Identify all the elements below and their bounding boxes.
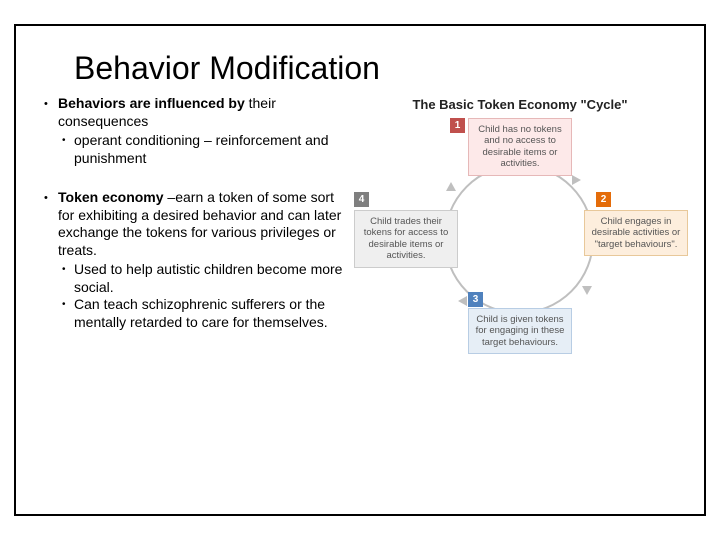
slide-frame: Behavior Modification • Behaviors are in… [14, 24, 706, 516]
cycle-node-number: 4 [354, 192, 369, 207]
bullet-2-lead: Token economy [58, 189, 164, 205]
bullet-1: • Behaviors are influenced by their cons… [44, 95, 354, 130]
bullet-2-text: Token economy –earn a token of some sort… [58, 189, 354, 259]
bullet-2: • Token economy –earn a token of some so… [44, 189, 354, 259]
cycle-node: Child engages in desirable activities or… [584, 210, 688, 256]
cycle-arrowhead [572, 175, 581, 185]
bullet-2-sub-2: • Can teach schizophrenic sufferers or t… [62, 296, 354, 331]
cycle-diagram: Child has no tokens and no access to des… [360, 118, 680, 378]
cycle-node: Child trades their tokens for access to … [354, 210, 458, 268]
bullet-2-sub-1-text: Used to help autistic children become mo… [74, 261, 354, 296]
bullet-1-sub-1: • operant conditioning – reinforcement a… [62, 132, 354, 167]
cycle-node-number: 2 [596, 192, 611, 207]
cycle-arrowhead [446, 182, 456, 191]
bullet-2-sub-2-text: Can teach schizophrenic sufferers or the… [74, 296, 354, 331]
bullet-1-text: Behaviors are influenced by their conseq… [58, 95, 354, 130]
cycle-arrowhead [582, 286, 592, 295]
bullet-1-sub-1-text: operant conditioning – reinforcement and… [74, 132, 354, 167]
bullet-dot: • [62, 132, 74, 167]
bullet-1-lead: Behaviors are influenced by [58, 95, 245, 111]
slide-title: Behavior Modification [74, 50, 676, 87]
text-column: • Behaviors are influenced by their cons… [44, 95, 354, 378]
bullet-2-sub-1: • Used to help autistic children become … [62, 261, 354, 296]
content-row: • Behaviors are influenced by their cons… [44, 95, 676, 378]
cycle-node-number: 3 [468, 292, 483, 307]
diagram-column: The Basic Token Economy "Cycle" Child ha… [360, 95, 680, 378]
cycle-node: Child has no tokens and no access to des… [468, 118, 572, 176]
bullet-dot: • [62, 296, 74, 331]
bullet-dot: • [62, 261, 74, 296]
cycle-node: Child is given tokens for engaging in th… [468, 308, 572, 354]
bullet-dot: • [44, 95, 58, 130]
cycle-arrowhead [458, 296, 467, 306]
diagram-title: The Basic Token Economy "Cycle" [360, 97, 680, 112]
spacer [44, 167, 354, 189]
cycle-node-number: 1 [450, 118, 465, 133]
bullet-dot: • [44, 189, 58, 259]
